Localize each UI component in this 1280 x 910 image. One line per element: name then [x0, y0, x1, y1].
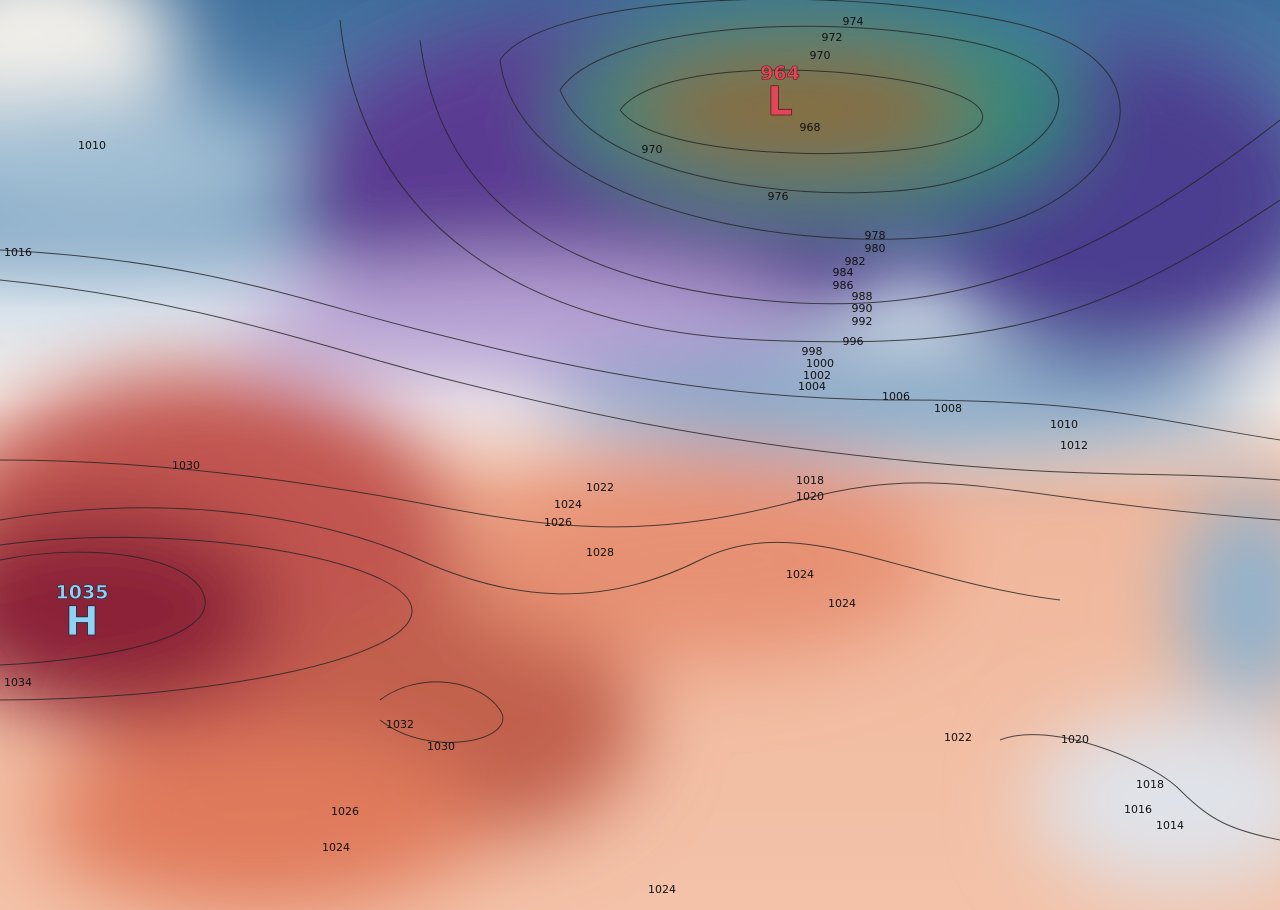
isobar-label: 1024 [648, 883, 676, 896]
isobar-label: 1008 [934, 402, 962, 415]
isobar-label: 1010 [78, 139, 106, 152]
isobar-label: 1034 [4, 676, 32, 689]
high-center: 1035 H [55, 581, 109, 645]
isobar-label: 984 [833, 266, 854, 279]
isobar-label: 1030 [172, 459, 200, 472]
isobar-label: 1002 [803, 369, 831, 382]
isobar-label: 996 [843, 335, 864, 348]
isobar-label: 974 [843, 15, 864, 28]
isobar-label: 1016 [4, 246, 32, 259]
isobar-label: 1026 [544, 516, 572, 529]
isobar-label: 970 [642, 143, 663, 156]
isobar-label: 1006 [882, 390, 910, 403]
isobar-label: 1020 [796, 490, 824, 503]
isobar-label: 990 [852, 302, 873, 315]
isobar-label: 1000 [806, 357, 834, 370]
isobar-label: 1010 [1050, 418, 1078, 431]
isobar-label: 1026 [331, 805, 359, 818]
high-symbol: H [65, 599, 98, 645]
low-value: 964 [760, 63, 800, 85]
isobar-label: 1018 [1136, 778, 1164, 791]
isobar-label: 1032 [386, 718, 414, 731]
isobar-label: 970 [810, 49, 831, 62]
isobar-label: 1024 [828, 597, 856, 610]
isobar-label: 1024 [322, 841, 350, 854]
isobar-label: 988 [852, 290, 873, 303]
isobar-label: 1004 [798, 380, 826, 393]
isobar-label: 972 [822, 31, 843, 44]
isobar-label: 1030 [427, 740, 455, 753]
isobar-labels: 9749729709689701010101697697898098298498… [4, 15, 1184, 896]
low-center: 964 L [760, 62, 800, 125]
isobar-label: 1028 [586, 546, 614, 559]
isobar-label: 998 [802, 345, 823, 358]
isobar-label: 1022 [944, 731, 972, 744]
low-symbol: L [767, 79, 793, 125]
isobar-label: 1020 [1061, 733, 1089, 746]
isobar-label: 1012 [1060, 439, 1088, 452]
isobar-label: 986 [833, 279, 854, 292]
isobar-label: 1024 [554, 498, 582, 511]
isobar-label: 1022 [586, 481, 614, 494]
high-value: 1035 [56, 582, 109, 604]
isobar-label: 982 [845, 255, 866, 268]
isobar-label: 968 [800, 121, 821, 134]
isobars [0, 0, 1280, 841]
isobar-label: 976 [768, 190, 789, 203]
isobar-label: 1024 [786, 568, 814, 581]
isobar-label: 980 [865, 242, 886, 255]
isobar-label: 1018 [796, 474, 824, 487]
isobar-label: 992 [852, 315, 873, 328]
isobar-label: 1016 [1124, 803, 1152, 816]
isobar-label: 1014 [1156, 819, 1184, 832]
isobar-label: 978 [865, 229, 886, 242]
